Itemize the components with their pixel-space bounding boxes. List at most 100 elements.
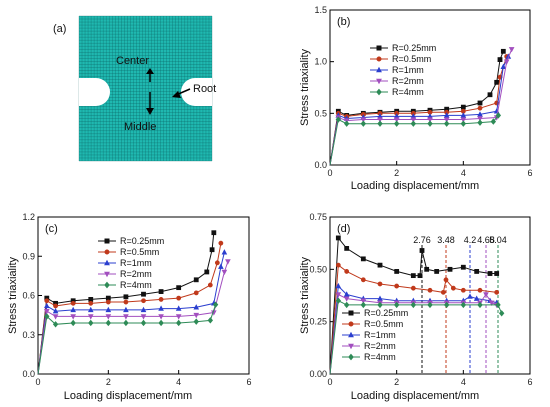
data-point [460,104,466,110]
x-tick-label: 0 [327,377,332,387]
x-tick-label: 2 [394,377,399,387]
data-point [443,120,450,127]
data-point [193,304,200,310]
data-point [348,310,354,316]
data-point [140,319,147,327]
data-point [377,262,383,268]
data-point [209,247,215,253]
data-point [348,331,354,338]
legend-entry: R=2mm [364,341,396,351]
data-point [175,305,182,311]
data-point [477,119,483,126]
series-line [37,252,225,375]
data-point [88,319,94,327]
chart-b: 0 2 4 6 0.0 0.5 1.0 1.5 Loading displacement/mm S… [299,5,533,192]
data-point [393,117,400,123]
data-point [393,301,400,309]
x-axis-label: Loading displacement/mm [64,390,192,402]
x-axis-label: Loading displacement/mm [351,390,479,402]
center-arrowhead-icon [146,68,154,74]
legend-entry: R=2mm [392,76,424,86]
data-point [376,45,382,51]
data-point [477,301,483,309]
data-point [494,289,500,295]
data-point [105,295,111,301]
data-point [140,306,147,313]
mesh-panel: (a) Center Middle Root [53,15,216,162]
data-point [344,246,350,251]
data-point [335,116,342,123]
data-point [158,305,164,311]
data-point [487,92,493,98]
data-point [376,88,382,96]
panel-label: (c) [45,223,58,235]
data-point [104,249,110,255]
data-point [427,301,433,309]
x-axis-label: Loading displacement/mm [351,180,479,192]
data-point [394,283,400,289]
y-axis-label: Stress triaxiality [299,256,311,334]
data-point [360,117,367,123]
data-point [193,312,200,319]
data-point [176,285,182,291]
series-line [329,56,508,166]
data-point [104,271,110,278]
data-point [419,248,425,253]
annotation-label: 4.2 [464,235,477,245]
data-point [87,314,94,320]
data-point [52,308,59,314]
data-point [141,291,146,297]
data-point [88,300,94,306]
data-point [394,269,400,274]
data-point [410,301,417,309]
data-point [410,120,417,127]
data-point [503,59,510,65]
data-point [53,303,58,309]
panel-label: (b) [337,16,350,28]
x-tick-label: 6 [246,377,251,387]
y-tick-label: 1.5 [314,5,327,15]
legend-entry: R=0.5mm [364,319,403,329]
data-point [477,287,483,293]
legend-entry: R=1mm [120,258,152,268]
data-point [141,298,146,304]
data-point [175,314,182,320]
data-point [450,285,456,291]
data-point [123,294,129,300]
legend-entry: R=0.5mm [392,54,431,64]
data-point [44,313,50,320]
y-tick-label: 0.6 [22,291,35,301]
data-point [443,117,450,123]
data-point [443,301,450,309]
data-point [70,314,76,320]
data-point [497,57,503,62]
data-point [477,111,483,117]
data-point [105,299,111,305]
data-point [43,309,50,315]
data-point [123,319,129,327]
data-point [477,100,483,106]
data-point [335,292,342,298]
data-point [494,271,500,276]
y-tick-label: 1.0 [314,57,327,67]
data-point [500,63,507,70]
legend-entry: R=1mm [364,330,396,340]
y-tick-label: 0.9 [22,251,35,261]
right-notch-root [181,78,209,106]
data-point [483,292,489,298]
plot-frame [329,216,531,375]
y-axis-label: Stress triaxiality [299,48,311,126]
data-point [214,260,220,266]
data-point [360,298,367,304]
x-tick-label: 2 [106,377,111,387]
annotation-label: 5.04 [489,235,507,245]
data-point [376,78,382,85]
data-point [70,306,76,313]
data-point [193,318,199,325]
data-point [434,269,440,274]
data-point [218,240,224,246]
series-line [329,264,497,375]
data-point [424,266,430,272]
